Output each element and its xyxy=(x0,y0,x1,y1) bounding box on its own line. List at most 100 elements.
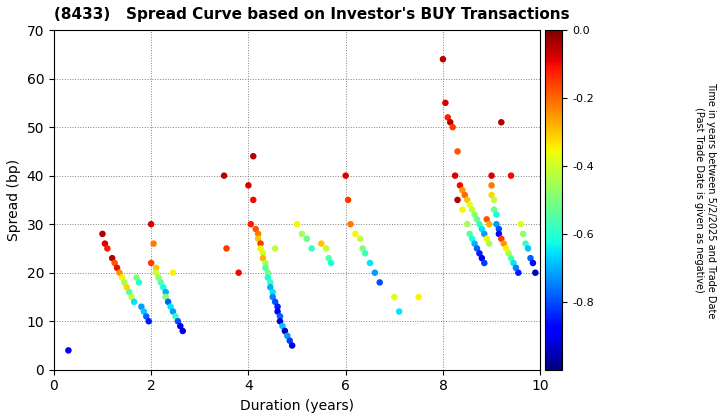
Point xyxy=(479,231,490,237)
Point xyxy=(459,192,471,198)
Point xyxy=(174,323,186,329)
Point xyxy=(221,245,233,252)
Point xyxy=(233,269,244,276)
Point xyxy=(99,240,111,247)
Point xyxy=(476,226,487,232)
Point xyxy=(267,294,279,300)
Point xyxy=(269,245,281,252)
Point xyxy=(170,313,181,320)
Point xyxy=(96,231,108,237)
Point xyxy=(520,240,531,247)
Point xyxy=(530,269,541,276)
Point xyxy=(495,119,507,126)
Y-axis label: Time in years between 5/2/2025 and Trade Date
(Past Trade Date is given as negat: Time in years between 5/2/2025 and Trade… xyxy=(694,82,716,318)
Point xyxy=(255,240,266,247)
Point xyxy=(121,284,132,291)
Point xyxy=(518,231,529,237)
Point xyxy=(467,206,478,213)
Point xyxy=(479,260,490,266)
Point xyxy=(464,202,475,208)
Point xyxy=(505,172,517,179)
Point xyxy=(493,231,505,237)
Point xyxy=(486,192,498,198)
Point xyxy=(476,255,487,262)
Point xyxy=(135,303,147,310)
Point xyxy=(140,313,152,320)
Point xyxy=(440,100,451,106)
Point xyxy=(456,187,468,194)
Point xyxy=(248,153,259,160)
Point xyxy=(167,308,179,315)
Point xyxy=(253,235,264,242)
Point xyxy=(116,274,127,281)
Point xyxy=(279,328,291,334)
Point xyxy=(527,260,539,266)
Point xyxy=(488,197,500,203)
Point xyxy=(462,197,473,203)
Point xyxy=(260,260,271,266)
Point xyxy=(292,221,303,228)
Point xyxy=(447,124,459,131)
Point xyxy=(469,240,480,247)
Point xyxy=(498,240,510,247)
Point xyxy=(160,289,171,296)
Point xyxy=(123,289,135,296)
Point xyxy=(257,255,269,262)
Point xyxy=(114,269,125,276)
Point xyxy=(109,260,120,266)
Point xyxy=(505,255,517,262)
Point xyxy=(253,231,264,237)
Text: (8433)   Spread Curve based on Investor's BUY Transactions: (8433) Spread Curve based on Investor's … xyxy=(54,7,570,22)
Y-axis label: Spread (bp): Spread (bp) xyxy=(7,159,21,241)
Point xyxy=(493,226,505,232)
Point xyxy=(269,299,281,305)
Point xyxy=(119,279,130,286)
Point xyxy=(325,260,337,266)
Point xyxy=(276,323,288,329)
Point xyxy=(264,284,276,291)
Point xyxy=(112,265,123,271)
Point xyxy=(389,294,400,300)
Point xyxy=(155,279,166,286)
Point xyxy=(160,294,171,300)
Point xyxy=(126,294,138,300)
Point xyxy=(320,245,332,252)
Point xyxy=(451,148,463,155)
Point xyxy=(364,260,376,266)
Point xyxy=(481,216,492,223)
Point xyxy=(486,182,498,189)
Point xyxy=(131,274,143,281)
Point xyxy=(491,221,503,228)
Point xyxy=(359,250,371,257)
Point xyxy=(177,328,189,334)
Point xyxy=(267,289,279,296)
Point xyxy=(274,313,286,320)
Point xyxy=(145,260,157,266)
Point xyxy=(451,197,463,203)
Point xyxy=(301,235,312,242)
Point xyxy=(128,299,140,305)
Point xyxy=(172,318,184,325)
Point xyxy=(350,231,361,237)
Point xyxy=(464,231,475,237)
Point xyxy=(508,260,519,266)
Point xyxy=(462,221,473,228)
Point xyxy=(262,274,274,281)
Point xyxy=(393,308,405,315)
Point xyxy=(474,250,485,257)
Point xyxy=(272,303,284,310)
Point xyxy=(467,235,478,242)
Point xyxy=(357,245,369,252)
Point xyxy=(243,182,254,189)
Point xyxy=(469,211,480,218)
Point xyxy=(107,255,118,262)
Point xyxy=(515,221,526,228)
Point xyxy=(488,206,500,213)
Point xyxy=(525,255,536,262)
Point xyxy=(437,56,449,63)
Point xyxy=(345,221,356,228)
Point xyxy=(296,231,307,237)
Point xyxy=(282,333,293,339)
Point xyxy=(167,269,179,276)
Point xyxy=(510,265,522,271)
